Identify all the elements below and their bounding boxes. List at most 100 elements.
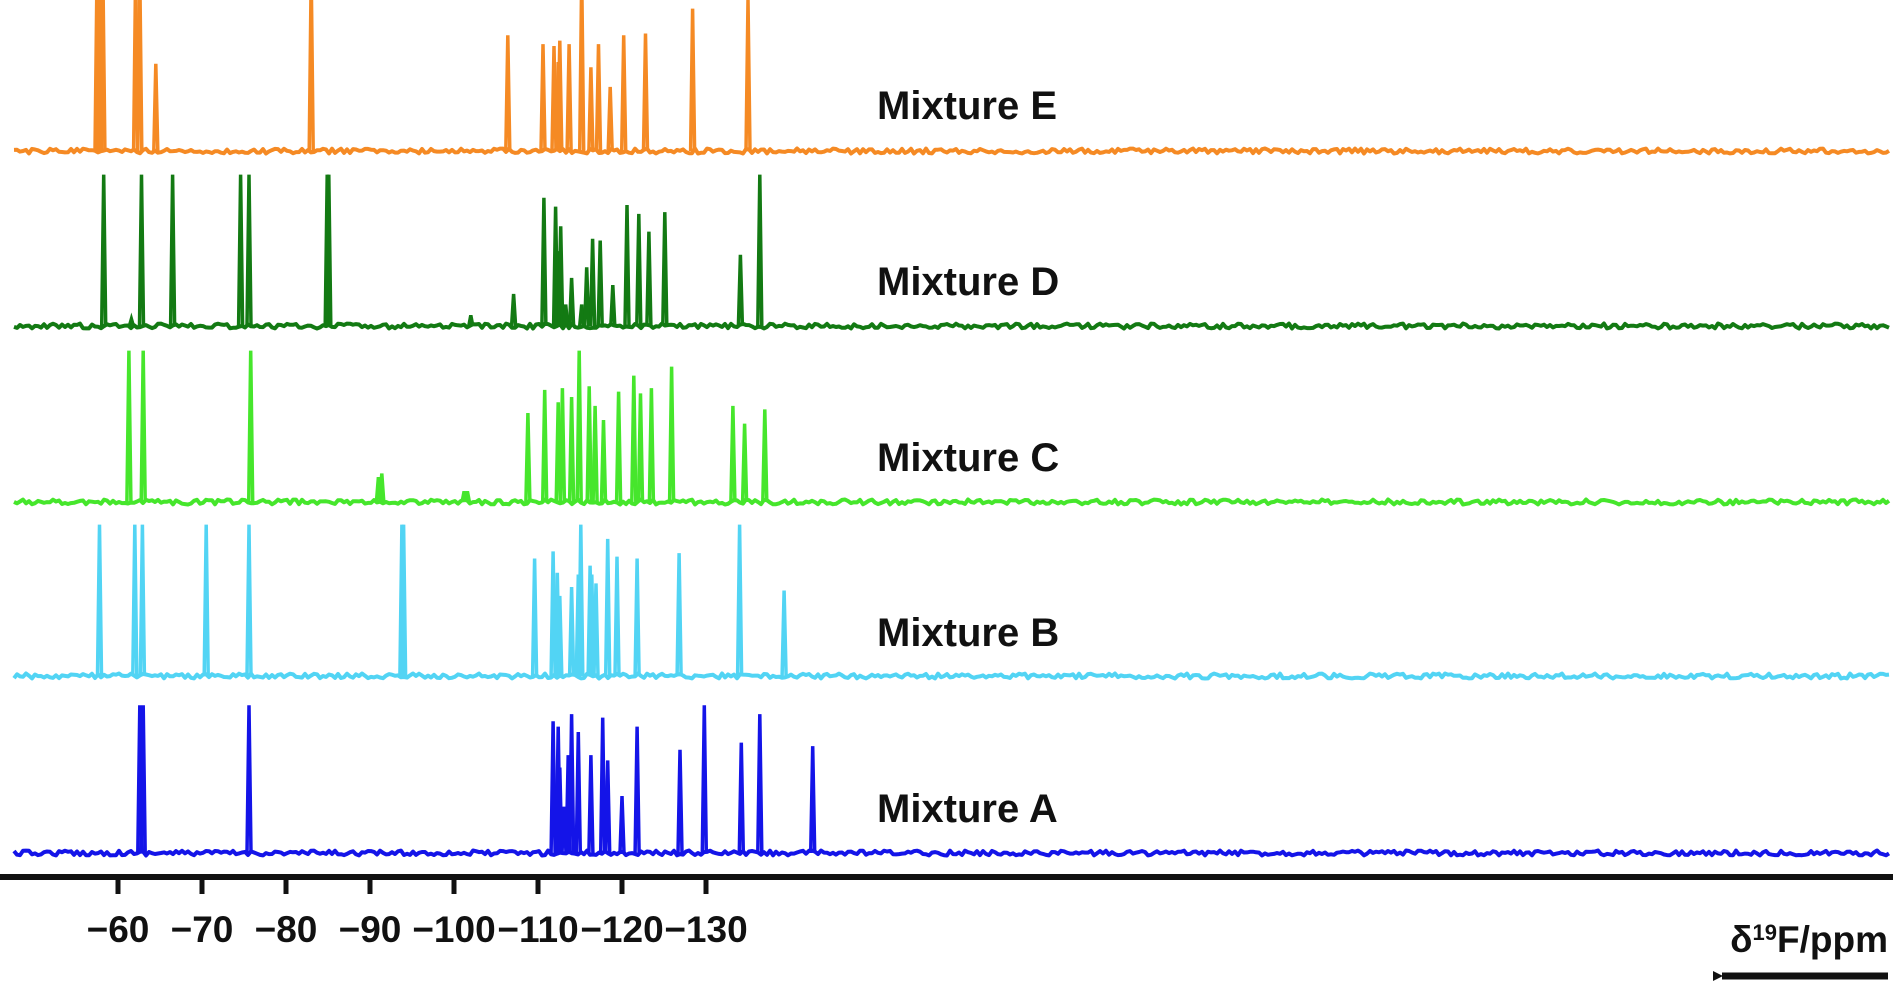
mixture-b-peak [530,558,539,677]
mixture-d-peak [467,314,475,327]
mixture-b-peak [399,524,408,677]
mixture-d-peak [588,238,597,327]
x-tick-label: −60 [87,909,150,950]
mixture-e-spectrum [13,0,1891,156]
mixture-d-peak [661,212,669,327]
mixture-e-peak [619,35,628,152]
mixture-c-peak [540,389,549,503]
mixture-d-peak [645,231,653,327]
mixture-d-peak [509,293,518,327]
mixture-d-peak [236,174,245,327]
mixture-d-peak [635,213,643,327]
mixture-e-label: Mixture E [877,84,1057,128]
mixture-c-peak [761,409,769,503]
mixture-b-peak [577,524,585,677]
mixture-d-peak [168,174,177,327]
mixture-c-peak [463,490,472,503]
mixture-c-peak [246,350,255,503]
spectra-layer [12,0,1891,858]
x-axis: −60 −70 −80 −90 −100 −110 −120 −130 δ19F/ppm [0,874,1893,981]
mixture-d-peak [567,277,576,327]
mixture-d-peak [325,174,333,327]
mixture-b-peak [556,595,564,677]
mixture-b-peak [95,524,104,677]
mixture-c-peak [599,420,608,503]
mixture-c-peak [591,405,599,503]
mixture-e-peak [152,63,160,152]
mixture-d-label: Mixture D [877,260,1059,304]
mixture-c-peak [636,393,645,503]
mixture-e-peak [577,0,586,152]
mixture-labels: Mixture A Mixture B Mixture C Mixture D Mixt… [877,84,1059,831]
mixture-a-peak [549,721,557,854]
mixture-a-peak [587,755,595,854]
mixture-c-peak [647,388,656,503]
mixture-c-peak [139,350,147,503]
mixture-b-peak [780,590,788,677]
mixture-a-peak [603,760,612,854]
mixture-c-peak [524,412,532,503]
mixture-c-peak [378,473,386,503]
mixture-e-peak [641,33,650,152]
mixture-e-peak [744,0,752,152]
mixture-d-peak [245,174,253,327]
mixture-b-spectrum [12,524,1890,681]
mixture-d-peak [756,174,764,327]
mixture-e-peak [504,35,512,152]
mixture-e-peak [99,0,107,152]
mixture-c-peak [585,386,593,503]
mixture-e-peak [594,44,603,152]
mixture-c-peak [667,366,676,503]
mixture-d-peak [736,254,745,327]
mixture-c-peak [630,375,638,503]
mixture-c-peak [740,423,749,503]
mixture-d-peak [540,197,548,327]
mixture-b-peak [592,583,600,677]
mixture-a-spectrum [12,705,1891,858]
mixture-e-peak [136,0,144,152]
mixture-c-peak [614,391,623,503]
mixture-e-peak [556,40,564,152]
mixture-a-peak [756,714,764,854]
mixture-a-peak [598,717,607,854]
mixture-e-peak [539,44,547,152]
mixture-b-peak [675,553,683,677]
mixture-b-peak [567,586,576,677]
mixture-b-peak [245,524,253,677]
mixture-d-peak [127,312,136,327]
mixture-e-peak [688,8,697,152]
mixture-e-peak [587,67,595,152]
mixture-c-peak [558,388,567,503]
mixture-a-peak [574,731,583,854]
mixture-a-peak [808,746,817,854]
x-tick-label: −90 [339,909,402,950]
mixture-e-baseline [13,146,1891,156]
mixture-c-peak [567,396,576,503]
mixture-a-peak [618,795,626,854]
mixture-e-peak [565,44,573,152]
mixture-b-label: Mixture B [877,611,1059,655]
mixture-d-peak [137,174,146,327]
x-axis-title: δ19F/ppm [1730,919,1888,960]
mixture-b-peak [735,524,744,677]
x-tick-label: −110 [497,909,578,950]
mixture-b-peak [603,538,612,677]
mixture-d-peak [99,174,108,327]
mixture-a-peak [633,726,641,854]
x-tick-label: −130 [664,909,747,950]
mixture-e-peak [307,0,315,152]
mixture-c-baseline [13,497,1891,507]
mixture-d-peak [609,285,617,327]
mixture-a-baseline [12,848,1891,858]
mixture-b-peak [131,524,139,677]
mixture-d-baseline [13,321,1890,331]
x-tick-label: −70 [171,909,234,950]
x-tick-label: −120 [580,909,663,950]
x-axis-ticks: −60 −70 −80 −90 −100 −110 −120 −130 [87,877,748,950]
mixture-a-label: Mixture A [877,787,1058,831]
mixture-d-peak [577,304,586,327]
mixture-b-baseline [12,671,1890,681]
mixture-d-peak [582,267,591,327]
mixture-a-peak [676,749,684,854]
mixture-b-peak [138,524,147,677]
